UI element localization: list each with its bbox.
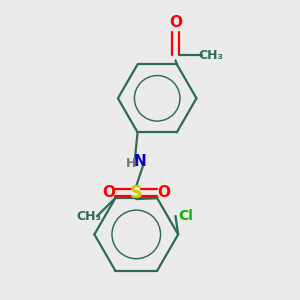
Text: O: O	[169, 15, 182, 30]
Text: O: O	[157, 185, 170, 200]
Text: N: N	[134, 154, 147, 169]
Text: S: S	[130, 184, 143, 202]
Text: O: O	[102, 185, 115, 200]
Text: CH₃: CH₃	[198, 49, 224, 62]
Text: Cl: Cl	[178, 209, 194, 223]
Text: CH₃: CH₃	[76, 210, 102, 223]
Text: H: H	[126, 157, 136, 170]
